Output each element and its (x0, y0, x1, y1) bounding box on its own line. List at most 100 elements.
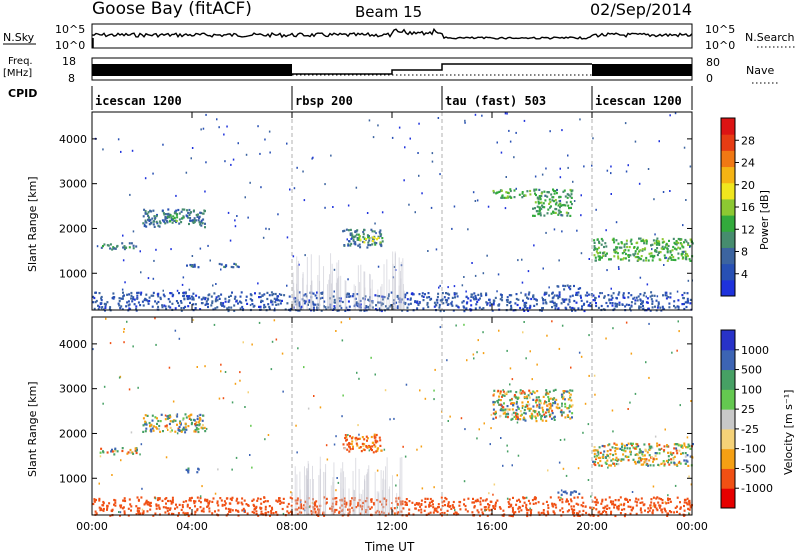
velocity-pixel (676, 510, 678, 513)
power-pixel (677, 241, 680, 245)
power-pixel (98, 292, 101, 295)
velocity-pixel (502, 390, 505, 393)
velocity-pixel (562, 390, 565, 393)
velocity-pixel (351, 506, 354, 509)
power-pixel (350, 232, 353, 235)
power-pixel (156, 293, 159, 296)
velocity-pixel (114, 501, 117, 504)
power-pixel (163, 213, 166, 216)
power-pixel (532, 294, 535, 297)
power-pixel (148, 223, 151, 226)
velocity-pixel (524, 412, 527, 415)
velocity-pixel (171, 499, 174, 502)
power-pixel (506, 300, 509, 303)
power-pixel (624, 257, 627, 260)
power-pixel (688, 258, 691, 261)
power-pixel (622, 292, 625, 295)
power-pixel (144, 177, 147, 180)
velocity-pixel (182, 511, 185, 514)
power-pixel (274, 307, 276, 310)
velocity-pixel (620, 448, 623, 451)
power-pixel (112, 247, 115, 250)
velocity-pixel (592, 460, 595, 463)
power-pixel (183, 294, 186, 297)
power-pixel (663, 254, 666, 257)
power-pixel (557, 295, 560, 298)
power-pixel (472, 191, 475, 194)
power-pixel (240, 291, 243, 294)
power-pixel (576, 293, 579, 297)
velocity-pixel (445, 498, 448, 501)
velocity-pixel (569, 493, 572, 496)
power-pixel (588, 258, 590, 260)
power-pixel (657, 304, 660, 307)
power-pixel (373, 237, 376, 240)
power-pixel (640, 239, 643, 243)
velocity-pixel (225, 497, 228, 500)
power-pixel (200, 219, 203, 222)
velocity-pixel (132, 452, 135, 455)
velocity-pixel (482, 499, 485, 502)
velocity-pixel (530, 412, 533, 415)
power-pixel (558, 259, 560, 262)
power-pixel (237, 265, 240, 269)
velocity-pixel (345, 503, 348, 506)
velocity-pixel (454, 509, 456, 512)
velocity-pixel (275, 499, 278, 502)
velocity-pixel (373, 433, 376, 436)
power-pixel (245, 153, 248, 156)
power-pixel (686, 292, 689, 295)
velocity-pixel (486, 514, 489, 517)
velocity-pixel (435, 507, 438, 510)
power-pixel (161, 304, 164, 307)
power-pixel (406, 291, 409, 295)
power-pixel (237, 142, 239, 145)
velocity-pixel (679, 404, 681, 407)
power-pixel (144, 210, 147, 213)
velocity-pixel (515, 409, 518, 412)
power-pixel (469, 308, 472, 311)
power-pixel (347, 244, 350, 247)
power-pixel (135, 245, 138, 248)
velocity-pixel (507, 390, 510, 393)
velocity-pixel (355, 442, 358, 445)
velocity-pixel (498, 403, 501, 406)
velocity-pixel (584, 402, 587, 405)
velocity-pixel (190, 418, 192, 421)
power-pixel (500, 294, 503, 297)
velocity-pixel (371, 441, 374, 444)
power-pixel (140, 291, 143, 294)
velocity-pixel (158, 507, 161, 510)
power-pixel (593, 241, 596, 244)
power-pixel (649, 255, 652, 258)
velocity-pixel (196, 417, 199, 421)
velocity-pixel (446, 359, 448, 362)
power-pixel (132, 247, 135, 250)
power-pixel (653, 242, 656, 245)
velocity-pixel (555, 406, 558, 409)
velocity-pixel (546, 510, 549, 513)
power-pixel (164, 216, 167, 219)
velocity-pixel (184, 512, 187, 515)
velocity-pixel (585, 511, 588, 514)
velocity-pixel (649, 504, 652, 507)
velocity-pixel (406, 503, 408, 506)
power-pixel (193, 217, 196, 220)
velocity-pixel (673, 455, 676, 458)
power-pixel (200, 211, 202, 215)
power-pixel (189, 301, 191, 304)
power-pixel (137, 291, 140, 294)
power-ytick-label: 3000 (59, 178, 87, 191)
power-pixel (314, 303, 317, 306)
power-pixel (622, 257, 625, 260)
power-pixel (165, 307, 168, 311)
velocity-pixel (483, 422, 485, 425)
power-pixel (443, 296, 446, 299)
power-pixel (461, 301, 464, 304)
power-pixel (514, 302, 517, 305)
power-pixel (401, 309, 404, 312)
velocity-pixel (516, 416, 519, 419)
velocity-pixel (567, 500, 569, 503)
power-pixel (116, 245, 118, 248)
velocity-pixel (545, 415, 548, 418)
